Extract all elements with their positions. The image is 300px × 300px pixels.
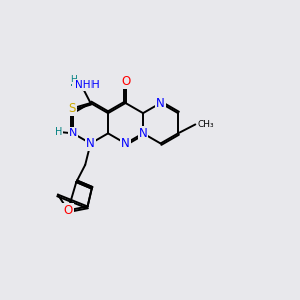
Text: NH: NH: [75, 80, 90, 90]
Text: O: O: [121, 75, 130, 88]
Text: N: N: [139, 127, 147, 140]
Text: CH₃: CH₃: [198, 120, 214, 129]
Text: N: N: [121, 137, 130, 150]
Text: H: H: [55, 127, 62, 137]
Text: N: N: [86, 137, 95, 150]
Text: N: N: [69, 128, 77, 138]
Text: H: H: [70, 78, 77, 88]
Text: S: S: [68, 102, 76, 115]
Text: N: N: [156, 97, 165, 110]
Text: NH: NH: [84, 80, 101, 90]
Text: O: O: [63, 204, 73, 217]
Text: H: H: [70, 75, 77, 84]
